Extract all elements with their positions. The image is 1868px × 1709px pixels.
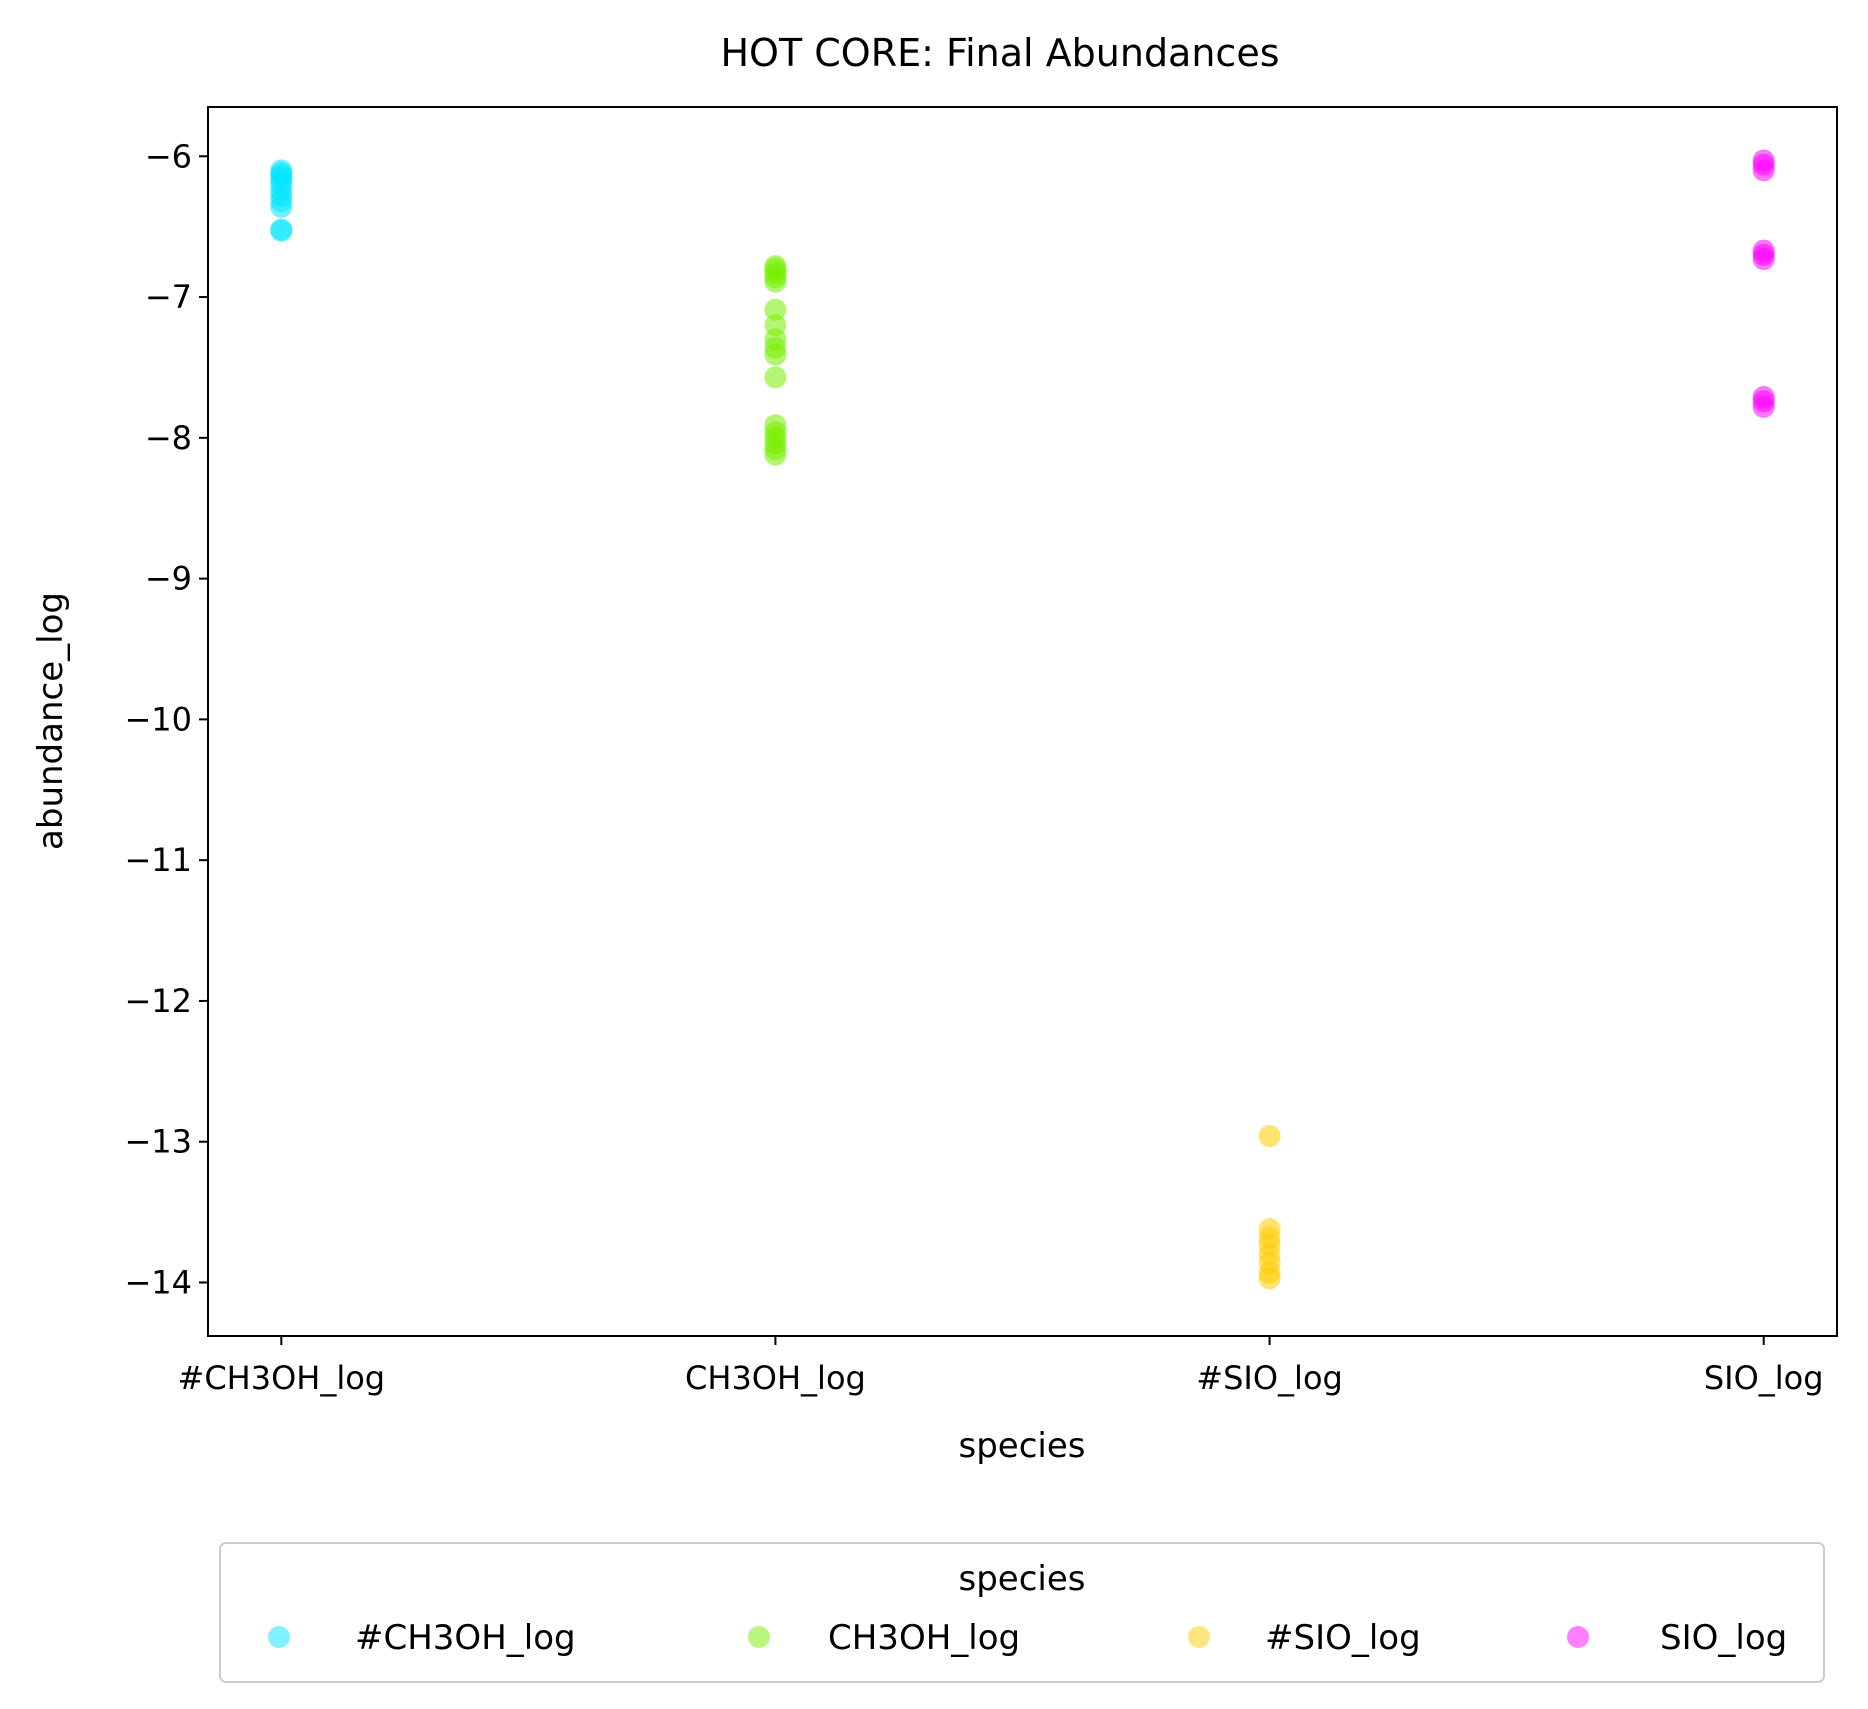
x-axis: #CH3OH_log CH3OH_log #SIO_log SIO_log [178,1336,1824,1397]
y-tick-label: −12 [124,982,192,1020]
x-tick-label-ch3oh-log: #CH3OH_log [178,1359,386,1397]
legend-marker-sio-log [1567,1626,1589,1648]
legend-marker-ch3oh-log [268,1626,290,1648]
x-tick-label-sio-log: #SIO_log [1196,1359,1343,1397]
legend-label-ch3oh-log: CH3OH_log [828,1618,1020,1658]
legend-label-sio-log: SIO_log [1660,1618,1787,1658]
data-point-sio-log [1752,159,1775,182]
y-tick-label: −9 [145,560,192,598]
legend-box [219,1542,1825,1683]
data-point-sio-log [1258,1125,1281,1148]
data-points [270,149,1775,1290]
data-point-ch3oh-log [270,195,293,218]
data-point-sio-log [1258,1267,1281,1290]
y-tick-label: −7 [145,278,192,316]
y-tick-label: −11 [124,841,192,879]
y-tick-label: −10 [124,700,192,738]
legend-entries: #CH3OH_log CH3OH_log #SIO_log SIO_log [268,1618,1787,1658]
legend-label-sio-log: #SIO_log [1265,1618,1421,1658]
data-point-sio-log [1752,395,1775,418]
y-tick-label: −6 [145,137,192,175]
legend-marker-sio-log [1188,1626,1210,1648]
legend-title: species [959,1559,1086,1599]
data-point-ch3oh-log [270,219,293,242]
data-point-ch3oh-log [764,270,787,293]
y-axis-label: abundance_log [31,592,71,850]
legend-label-ch3oh-log: #CH3OH_log [355,1618,576,1658]
legend: species #CH3OH_log CH3OH_log #SIO_log SIO_l… [219,1542,1825,1683]
data-point-ch3oh-log [764,343,787,366]
x-tick-label-ch3oh-log: CH3OH_log [685,1359,866,1397]
data-point-ch3oh-log [764,298,787,321]
y-tick-label: −14 [124,1264,192,1302]
data-point-sio-log [1752,248,1775,271]
data-point-ch3oh-log [764,366,787,389]
y-tick-label: −13 [124,1123,192,1161]
x-axis-label: species [959,1426,1086,1466]
y-tick-label: −8 [145,419,192,457]
legend-marker-ch3oh-log [748,1626,770,1648]
x-tick-label-sio-log: SIO_log [1704,1359,1824,1397]
plot-area-frame [207,106,1838,1337]
chart-title: HOT CORE: Final Abundances [720,31,1279,75]
y-axis: −6 −7 −8 −9 −10 −11 −12 −13 −14 [124,137,208,1302]
data-point-ch3oh-log [764,443,787,466]
